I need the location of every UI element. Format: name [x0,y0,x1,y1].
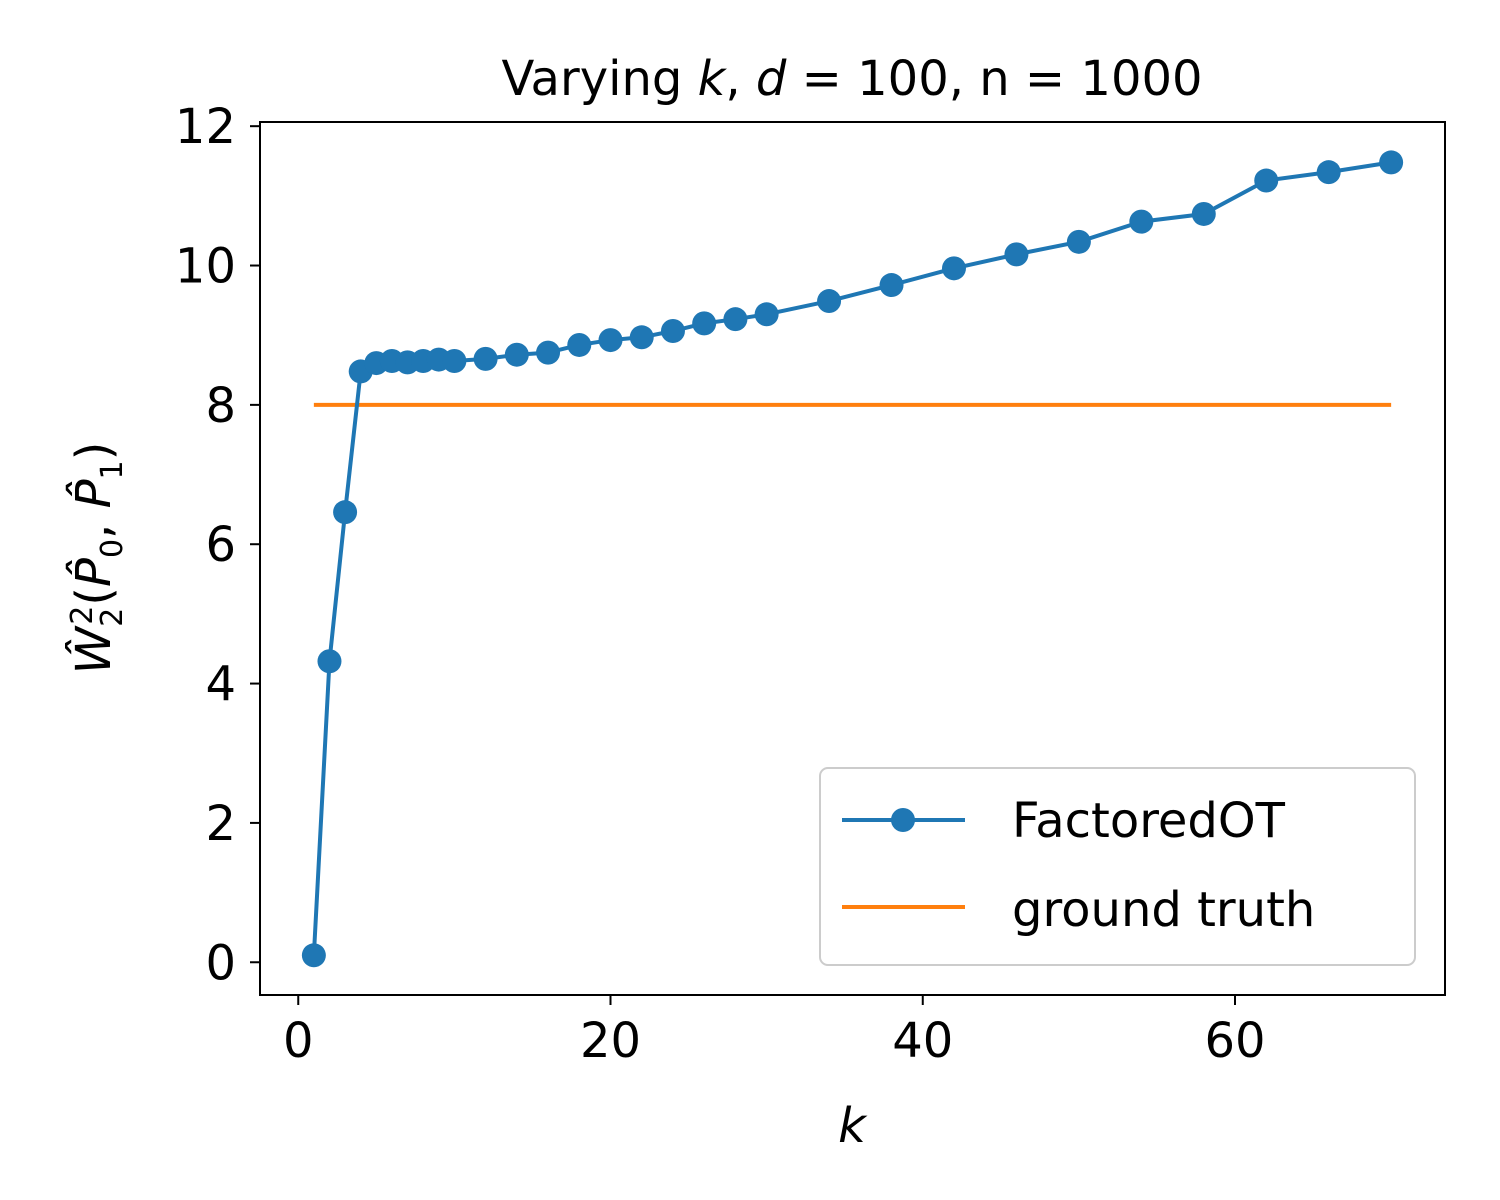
y-tick-label: 0 [205,935,236,991]
data-point-factoredot [301,943,326,968]
axes-frame [259,121,1446,996]
data-point-factoredot [567,332,592,357]
data-point-factoredot [660,319,685,344]
y-tick-label: 4 [205,657,236,713]
data-point-factoredot [333,500,358,525]
data-point-factoredot [1004,242,1029,267]
data-point-factoredot [941,256,966,281]
y-tick-label: 2 [205,796,236,852]
legend: FactoredOT ground truth [819,767,1416,966]
data-point-factoredot [1379,150,1404,175]
data-point-factoredot [754,302,779,327]
x-tick-label: 60 [1204,1013,1265,1069]
x-tick-label: 0 [283,1013,314,1069]
data-point-factoredot [536,340,561,365]
data-point-factoredot [817,289,842,314]
data-point-factoredot [1191,201,1216,226]
ticks: 0 20 40 60 0 2 4 6 8 10 12 [175,99,1266,1069]
data-point-factoredot [629,325,654,350]
x-tick-label: 40 [892,1013,953,1069]
y-axis-label: Ŵ22(P̂0, P̂1) [64,442,130,675]
data-point-factoredot [1254,168,1279,193]
data-point-factoredot [317,649,342,674]
data-point-factoredot [598,328,623,353]
y-tick-label: 12 [175,99,236,155]
data-point-factoredot [1066,229,1091,254]
plot-area [301,150,1404,968]
legend-factoredot-marker [891,808,915,832]
legend-factoredot-label: FactoredOT [1012,793,1286,849]
data-point-factoredot [879,273,904,298]
data-point-factoredot [692,311,717,336]
legend-ground-truth-label: ground truth [1012,882,1315,938]
legend-box [819,767,1416,966]
x-tick-label: 20 [580,1013,641,1069]
y-tick-label: 8 [205,378,236,434]
data-point-factoredot [1316,160,1341,185]
chart-title: Varying k, d = 100, n = 1000 [501,51,1202,107]
data-point-factoredot [723,307,748,332]
data-point-factoredot [442,348,467,373]
y-tick-label: 6 [205,517,236,573]
data-point-factoredot [473,346,498,371]
data-point-factoredot [504,342,529,367]
svg-text:Ŵ22(P̂0, P̂1): Ŵ22(P̂0, P̂1) [64,442,130,675]
data-point-factoredot [1129,209,1154,234]
y-tick-label: 10 [175,239,236,295]
x-axis-label: k [838,1098,868,1154]
